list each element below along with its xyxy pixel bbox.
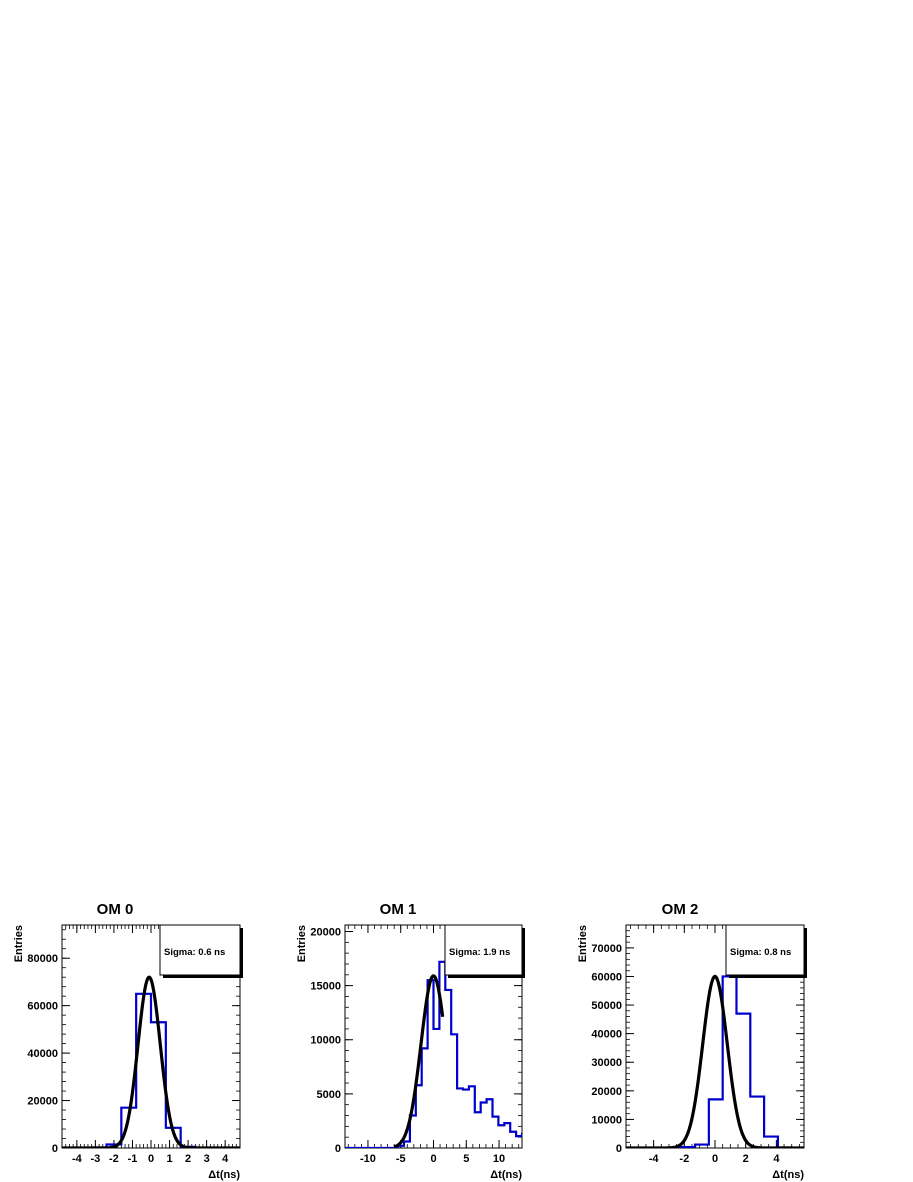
histogram-bin [434,1029,440,1148]
gaussian-fit-curve [62,975,240,1148]
histogram-bin [709,1099,723,1148]
y-tick-label: 15000 [310,981,341,993]
y-tick-label: 10000 [310,1035,341,1047]
y-axis-label: Entries [296,925,308,962]
gaussian-fit-curve [626,974,804,1148]
histogram-bin [522,1134,528,1148]
stats-box [444,924,523,976]
y-tick-label: 40000 [591,1029,622,1041]
y-axis-label: Entries [577,925,589,962]
histogram-bin [481,1103,487,1148]
y-tick-label: 0 [616,1143,622,1155]
histogram-bin [750,1097,764,1148]
stats-sigma-label: Sigma: 1.9 ns [449,947,510,958]
histogram-bin [528,1139,534,1148]
histogram-bin [475,1112,481,1148]
chart-title: OM 0 [97,901,134,918]
x-tick-label: 10 [493,1153,505,1165]
x-tick-label: 3 [204,1153,210,1165]
y-tick-label: 20000 [27,1096,58,1108]
x-axis-label: Δt(ns) [208,1169,240,1181]
histogram-bin [764,1137,778,1148]
x-tick-label: 0 [148,1153,154,1165]
y-tick-label: 50000 [591,1000,622,1012]
histogram-bin [695,1145,709,1148]
histogram-outline [626,975,804,1148]
histogram-bin [469,1086,475,1148]
y-tick-label: 10000 [591,1114,622,1126]
histogram-bin [516,1136,522,1148]
y-tick-label: 5000 [317,1089,341,1101]
histogram-bin [736,1014,750,1148]
chart-panel-2: OM 2 0 10000 20000 30000 40000 50000 60000 70000… [577,901,807,1181]
x-tick-label: 0 [430,1153,436,1165]
x-tick-label: -1 [128,1153,138,1165]
x-tick-label: -4 [649,1153,660,1165]
x-tick-label: -5 [396,1153,406,1165]
stats-sigma-label: Sigma: 0.6 ns [164,947,225,958]
y-axis-label: Entries [13,925,25,962]
x-tick-label: 0 [712,1153,718,1165]
histogram-bin [136,994,151,1148]
histogram-bin [498,1125,504,1148]
gaussian-fit-curve [393,974,445,1148]
y-tick-label: 20000 [310,926,341,938]
y-tick-label: 0 [52,1143,58,1155]
histogram-bin [493,1117,499,1148]
stats-box [159,924,241,976]
y-tick-label: 60000 [591,971,622,983]
x-tick-label: 2 [743,1153,749,1165]
histogram-bin [463,1090,469,1148]
chart-title: OM 1 [380,901,417,918]
y-tick-label: 70000 [591,943,622,955]
x-axis-label: Δt(ns) [772,1169,804,1181]
x-tick-label: 1 [166,1153,172,1165]
histogram-bin [451,1034,457,1148]
x-tick-label: -10 [360,1153,376,1165]
histogram-outline [345,960,522,1148]
x-tick-label: -2 [109,1153,119,1165]
x-tick-label: -3 [90,1153,100,1165]
histogram-bin [428,980,434,1148]
histogram-bin [439,962,445,1148]
y-tick-label: 0 [335,1143,341,1155]
chart-title: OM 2 [662,901,699,918]
y-tick-label: 30000 [591,1057,622,1069]
stats-sigma-label: Sigma: 0.8 ns [730,947,791,958]
stats-box [725,924,805,976]
histogram-bin [404,1142,410,1148]
x-tick-label: -4 [72,1153,83,1165]
histogram-bin [487,1099,493,1148]
x-tick-label: 4 [773,1153,780,1165]
histogram-bin [510,1132,516,1148]
x-tick-label: 2 [185,1153,191,1165]
histogram-bin [457,1088,463,1148]
histogram-bin [504,1123,510,1148]
x-tick-label: -2 [679,1153,689,1165]
x-tick-label: 5 [463,1153,469,1165]
y-tick-label: 40000 [27,1048,58,1060]
x-axis-label: Δt(ns) [490,1169,522,1181]
histogram-bin [681,1147,695,1148]
y-tick-label: 80000 [27,953,58,965]
y-tick-label: 20000 [591,1086,622,1098]
chart-panel-1: OM 1 0 5000 10000 15000 20000 -10 -5 0 5 10 Δt(ns) E… [296,901,534,1181]
x-tick-label: 4 [222,1153,229,1165]
histogram-bin [445,990,451,1148]
histogram-bin [422,1048,428,1148]
y-tick-label: 60000 [27,1001,58,1013]
histogram-bin [416,1085,422,1148]
